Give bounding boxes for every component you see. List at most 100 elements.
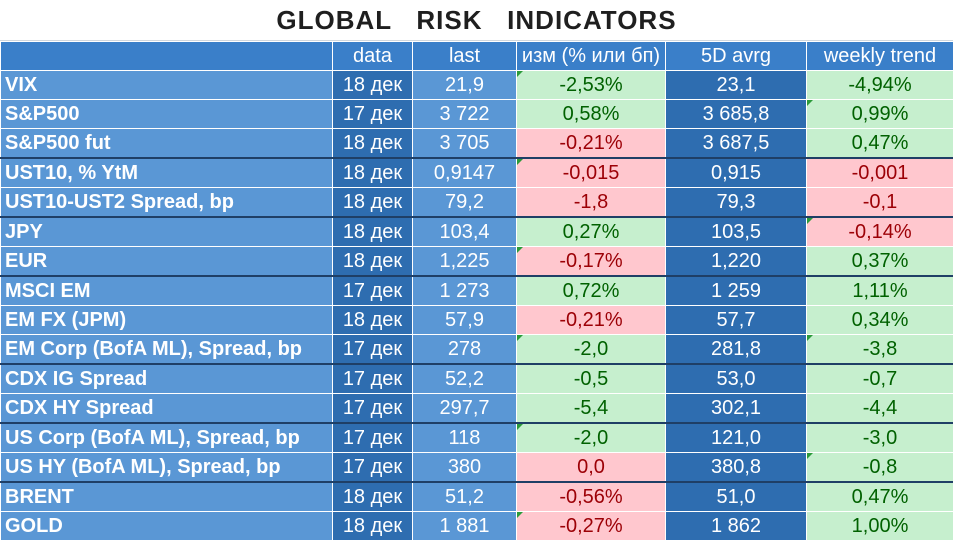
date-cell[interactable]: 18 дек: [333, 188, 413, 218]
indicator-name-cell[interactable]: GOLD: [1, 512, 333, 541]
indicator-name-cell[interactable]: BRENT: [1, 482, 333, 512]
last-value-cell[interactable]: 3 705: [413, 129, 517, 159]
indicator-name-cell[interactable]: UST10, % YtM: [1, 158, 333, 188]
change-cell[interactable]: -0,21%: [517, 306, 666, 335]
change-cell[interactable]: -5,4: [517, 394, 666, 424]
change-cell[interactable]: 0,72%: [517, 276, 666, 306]
last-value-cell[interactable]: 3 722: [413, 100, 517, 129]
change-cell[interactable]: 0,27%: [517, 217, 666, 247]
last-value-cell[interactable]: 21,9: [413, 71, 517, 100]
change-cell[interactable]: -2,0: [517, 423, 666, 453]
date-cell[interactable]: 18 дек: [333, 129, 413, 159]
last-value-cell[interactable]: 118: [413, 423, 517, 453]
five-day-average-cell[interactable]: 121,0: [666, 423, 807, 453]
five-day-average-cell[interactable]: 53,0: [666, 364, 807, 394]
weekly-trend-cell[interactable]: -3,8: [807, 335, 953, 365]
change-cell[interactable]: -1,8: [517, 188, 666, 218]
five-day-average-cell[interactable]: 57,7: [666, 306, 807, 335]
indicator-name-cell[interactable]: EM FX (JPM): [1, 306, 333, 335]
date-cell[interactable]: 17 дек: [333, 276, 413, 306]
weekly-trend-cell[interactable]: -4,4: [807, 394, 953, 424]
weekly-trend-cell[interactable]: 1,11%: [807, 276, 953, 306]
indicator-name-cell[interactable]: JPY: [1, 217, 333, 247]
last-value-cell[interactable]: 1,225: [413, 247, 517, 277]
last-value-cell[interactable]: 297,7: [413, 394, 517, 424]
five-day-average-cell[interactable]: 0,915: [666, 158, 807, 188]
five-day-average-cell[interactable]: 380,8: [666, 453, 807, 483]
date-cell[interactable]: 18 дек: [333, 306, 413, 335]
change-cell[interactable]: -0,17%: [517, 247, 666, 277]
date-cell[interactable]: 17 дек: [333, 394, 413, 424]
change-cell[interactable]: -0,56%: [517, 482, 666, 512]
indicator-name-cell[interactable]: EUR: [1, 247, 333, 277]
five-day-average-cell[interactable]: 51,0: [666, 482, 807, 512]
date-cell[interactable]: 17 дек: [333, 364, 413, 394]
last-value-cell[interactable]: 79,2: [413, 188, 517, 218]
date-cell[interactable]: 18 дек: [333, 482, 413, 512]
date-cell[interactable]: 18 дек: [333, 512, 413, 541]
change-cell[interactable]: 0,0: [517, 453, 666, 483]
last-value-cell[interactable]: 278: [413, 335, 517, 365]
last-value-cell[interactable]: 103,4: [413, 217, 517, 247]
indicator-name-cell[interactable]: MSCI EM: [1, 276, 333, 306]
header-weekly-trend: weekly trend: [807, 42, 953, 71]
indicator-name-cell[interactable]: S&P500: [1, 100, 333, 129]
date-cell[interactable]: 17 дек: [333, 335, 413, 365]
indicator-name-cell[interactable]: CDX HY Spread: [1, 394, 333, 424]
indicator-name-cell[interactable]: S&P500 fut: [1, 129, 333, 159]
five-day-average-cell[interactable]: 103,5: [666, 217, 807, 247]
weekly-trend-cell[interactable]: 1,00%: [807, 512, 953, 541]
date-cell[interactable]: 18 дек: [333, 158, 413, 188]
date-cell[interactable]: 18 дек: [333, 217, 413, 247]
last-value-cell[interactable]: 380: [413, 453, 517, 483]
indicator-name-cell[interactable]: CDX IG Spread: [1, 364, 333, 394]
last-value-cell[interactable]: 52,2: [413, 364, 517, 394]
five-day-average-cell[interactable]: 3 685,8: [666, 100, 807, 129]
weekly-trend-cell[interactable]: 0,99%: [807, 100, 953, 129]
date-cell[interactable]: 18 дек: [333, 71, 413, 100]
date-cell[interactable]: 18 дек: [333, 247, 413, 277]
indicator-name-cell[interactable]: EM Corp (BofA ML), Spread, bp: [1, 335, 333, 365]
five-day-average-cell[interactable]: 23,1: [666, 71, 807, 100]
weekly-trend-cell[interactable]: -0,8: [807, 453, 953, 483]
last-value-cell[interactable]: 0,9147: [413, 158, 517, 188]
five-day-average-cell[interactable]: 1 862: [666, 512, 807, 541]
weekly-trend-cell[interactable]: 0,37%: [807, 247, 953, 277]
weekly-trend-cell[interactable]: 0,34%: [807, 306, 953, 335]
weekly-trend-cell[interactable]: -4,94%: [807, 71, 953, 100]
last-value-cell[interactable]: 57,9: [413, 306, 517, 335]
weekly-trend-cell[interactable]: -3,0: [807, 423, 953, 453]
date-cell[interactable]: 17 дек: [333, 453, 413, 483]
five-day-average-cell[interactable]: 281,8: [666, 335, 807, 365]
weekly-trend-cell[interactable]: -0,1: [807, 188, 953, 218]
indicator-name-cell[interactable]: US HY (BofA ML), Spread, bp: [1, 453, 333, 483]
change-cell[interactable]: 0,58%: [517, 100, 666, 129]
date-cell[interactable]: 17 дек: [333, 100, 413, 129]
last-value-cell[interactable]: 1 273: [413, 276, 517, 306]
weekly-trend-cell[interactable]: -0,001: [807, 158, 953, 188]
five-day-average-cell[interactable]: 302,1: [666, 394, 807, 424]
last-value-cell[interactable]: 1 881: [413, 512, 517, 541]
weekly-trend-cell[interactable]: 0,47%: [807, 129, 953, 159]
header-row: data last изм (% или бп) 5D avrg weekly …: [1, 42, 953, 71]
last-value-cell[interactable]: 51,2: [413, 482, 517, 512]
change-cell[interactable]: -2,53%: [517, 71, 666, 100]
change-cell[interactable]: -0,27%: [517, 512, 666, 541]
five-day-average-cell[interactable]: 1,220: [666, 247, 807, 277]
weekly-trend-cell[interactable]: 0,47%: [807, 482, 953, 512]
change-cell[interactable]: -0,5: [517, 364, 666, 394]
indicator-name-cell[interactable]: VIX: [1, 71, 333, 100]
indicator-name-cell[interactable]: UST10-UST2 Spread, bp: [1, 188, 333, 218]
five-day-average-cell[interactable]: 3 687,5: [666, 129, 807, 159]
indicator-name-cell[interactable]: US Corp (BofA ML), Spread, bp: [1, 423, 333, 453]
change-cell[interactable]: -0,015: [517, 158, 666, 188]
five-day-average-cell[interactable]: 1 259: [666, 276, 807, 306]
weekly-trend-cell[interactable]: -0,14%: [807, 217, 953, 247]
change-cell[interactable]: -0,21%: [517, 129, 666, 159]
five-day-average-cell[interactable]: 79,3: [666, 188, 807, 218]
change-cell[interactable]: -2,0: [517, 335, 666, 365]
date-cell[interactable]: 17 дек: [333, 423, 413, 453]
weekly-trend-cell[interactable]: -0,7: [807, 364, 953, 394]
